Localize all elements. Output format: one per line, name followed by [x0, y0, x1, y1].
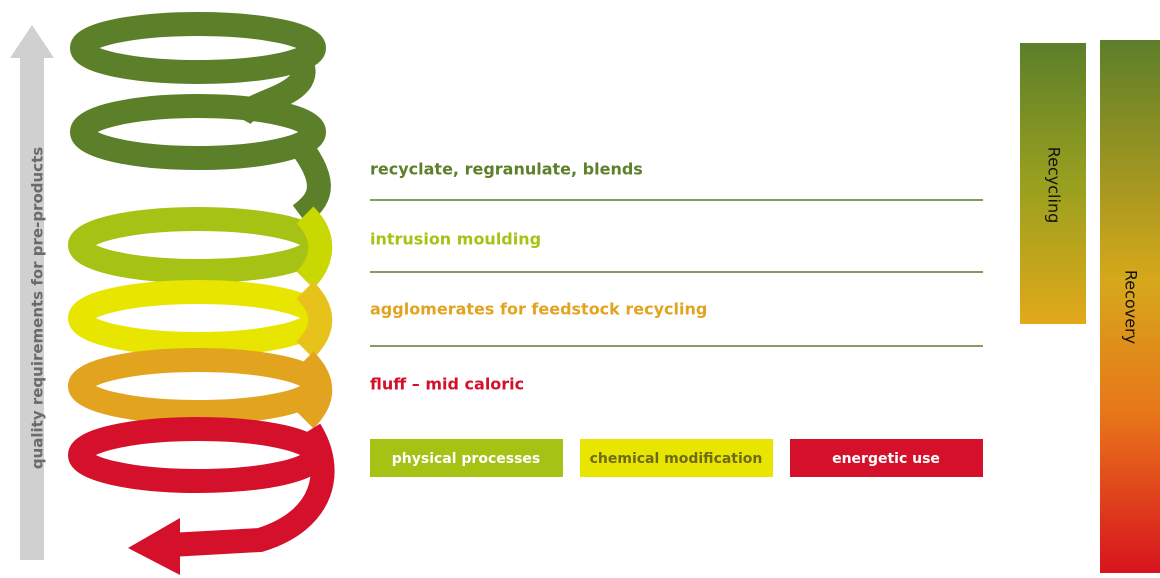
- bar-label: Recovery: [1122, 270, 1141, 344]
- axis-label: quality requirements for pre-products: [29, 147, 47, 469]
- bar-label: Recycling: [1045, 147, 1064, 224]
- level-label: fluff – mid caloric: [370, 375, 524, 394]
- level-label: intrusion moulding: [370, 230, 541, 249]
- diagram: quality requirements for pre-products re…: [0, 0, 1160, 578]
- legend-label: energetic use: [832, 451, 940, 467]
- legend-label: chemical modification: [590, 451, 763, 467]
- level-label: recyclate, regranulate, blends: [370, 160, 643, 179]
- spiral-arrowhead: [128, 518, 180, 575]
- level-label: agglomerates for feedstock recycling: [370, 300, 707, 319]
- legend-label: physical processes: [392, 451, 541, 467]
- spiral: [80, 24, 323, 545]
